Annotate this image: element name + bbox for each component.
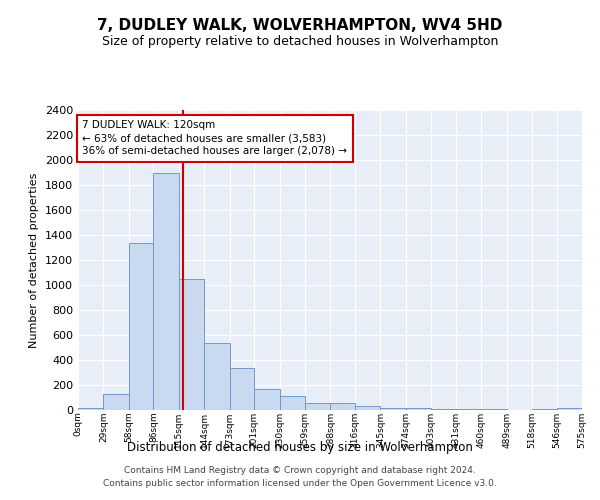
Bar bbox=[254, 389, 280, 410]
Bar bbox=[406, 408, 431, 410]
Y-axis label: Number of detached properties: Number of detached properties bbox=[29, 172, 40, 348]
Bar bbox=[331, 403, 355, 410]
Bar bbox=[431, 409, 456, 410]
Bar bbox=[154, 172, 179, 410]
Text: 7 DUDLEY WALK: 120sqm
← 63% of detached houses are smaller (3,583)
36% of semi-d: 7 DUDLEY WALK: 120sqm ← 63% of detached … bbox=[82, 120, 347, 156]
Text: Size of property relative to detached houses in Wolverhampton: Size of property relative to detached ho… bbox=[102, 35, 498, 48]
Bar bbox=[179, 280, 204, 410]
Bar bbox=[204, 342, 230, 410]
Text: Distribution of detached houses by size in Wolverhampton: Distribution of detached houses by size … bbox=[127, 441, 473, 454]
Bar bbox=[103, 394, 129, 410]
Text: Contains HM Land Registry data © Crown copyright and database right 2024.
Contai: Contains HM Land Registry data © Crown c… bbox=[103, 466, 497, 487]
Bar bbox=[78, 408, 103, 410]
Bar bbox=[280, 396, 305, 410]
Bar bbox=[129, 242, 154, 410]
Bar bbox=[380, 408, 406, 410]
Bar bbox=[355, 406, 380, 410]
Bar bbox=[230, 368, 254, 410]
Text: 7, DUDLEY WALK, WOLVERHAMPTON, WV4 5HD: 7, DUDLEY WALK, WOLVERHAMPTON, WV4 5HD bbox=[97, 18, 503, 32]
Bar bbox=[305, 403, 331, 410]
Bar bbox=[557, 408, 582, 410]
